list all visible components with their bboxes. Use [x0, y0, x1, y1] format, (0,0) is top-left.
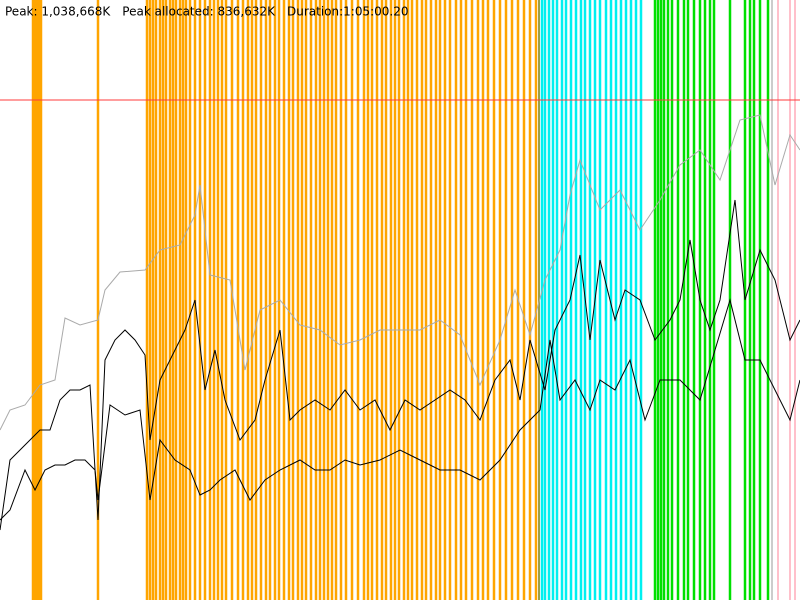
memory-line — [0, 298, 800, 521]
stat-label: Duration:1:05:00.20 — [287, 5, 409, 19]
stat-label: Peak: 1,038,668K — [5, 5, 111, 19]
memory-line — [0, 199, 800, 531]
memory-line — [0, 114, 800, 431]
stat-label: Peak allocated: 836,632K — [122, 5, 276, 19]
